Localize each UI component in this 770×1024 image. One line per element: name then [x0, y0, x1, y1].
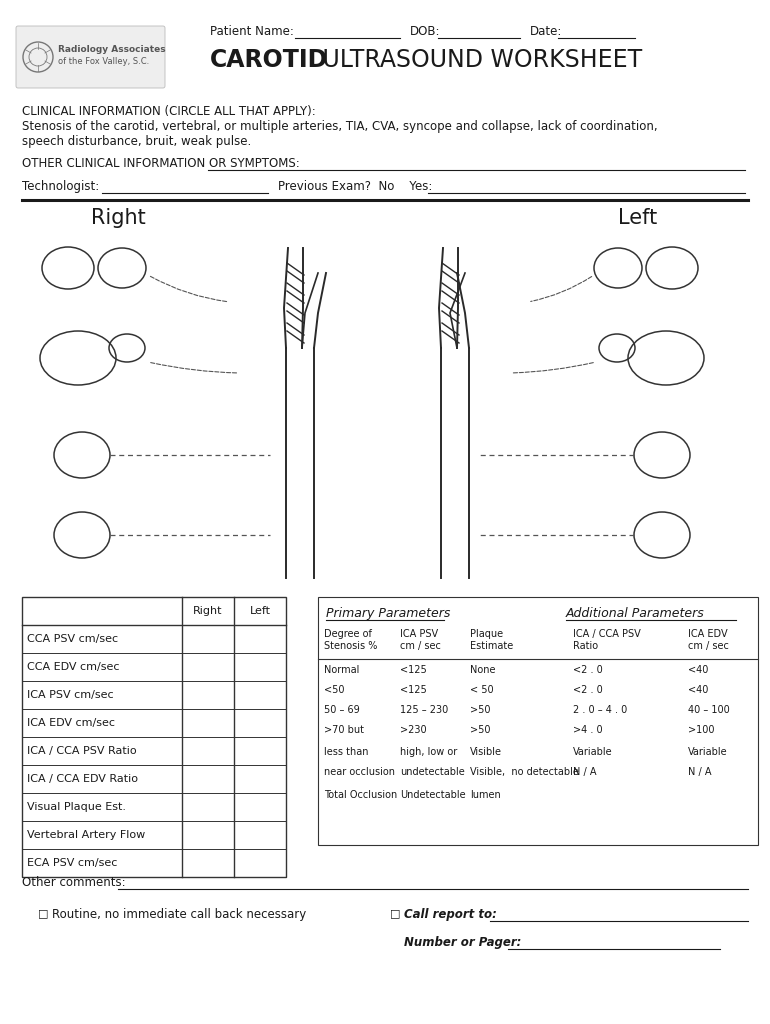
Text: < 50: < 50	[470, 685, 494, 695]
Text: Right: Right	[193, 606, 223, 616]
Text: CCA EDV cm/sec: CCA EDV cm/sec	[27, 662, 119, 672]
Text: OTHER CLINICAL INFORMATION OR SYMPTOMS:: OTHER CLINICAL INFORMATION OR SYMPTOMS:	[22, 157, 300, 170]
Text: Left: Left	[618, 208, 658, 228]
Text: Total Occlusion: Total Occlusion	[324, 790, 397, 800]
Text: 50 – 69: 50 – 69	[324, 705, 360, 715]
Text: Primary Parameters: Primary Parameters	[326, 607, 450, 620]
FancyBboxPatch shape	[16, 26, 165, 88]
Text: <40: <40	[688, 665, 708, 675]
Text: DOB:: DOB:	[410, 25, 440, 38]
Text: Patient Name:: Patient Name:	[210, 25, 294, 38]
Text: Degree of
Stenosis %: Degree of Stenosis %	[324, 629, 377, 650]
Text: Left: Left	[249, 606, 270, 616]
Text: ICA EDV
cm / sec: ICA EDV cm / sec	[688, 629, 729, 650]
Text: Right: Right	[91, 208, 146, 228]
Text: Other comments:: Other comments:	[22, 876, 126, 889]
Text: Date:: Date:	[530, 25, 562, 38]
Text: Radiology Associates: Radiology Associates	[58, 45, 166, 54]
Text: None: None	[470, 665, 496, 675]
Text: 40 – 100: 40 – 100	[688, 705, 730, 715]
Text: 2 . 0 – 4 . 0: 2 . 0 – 4 . 0	[573, 705, 628, 715]
Bar	[318, 597, 758, 845]
Text: less than: less than	[324, 746, 369, 757]
Text: CCA PSV cm/sec: CCA PSV cm/sec	[27, 634, 118, 644]
Text: >4 . 0: >4 . 0	[573, 725, 603, 735]
Text: ICA PSV cm/sec: ICA PSV cm/sec	[27, 690, 114, 700]
Text: Stenosis of the carotid, vertebral, or multiple arteries, TIA, CVA, syncope and : Stenosis of the carotid, vertebral, or m…	[22, 120, 658, 148]
Text: CLINICAL INFORMATION (CIRCLE ALL THAT APPLY):: CLINICAL INFORMATION (CIRCLE ALL THAT AP…	[22, 105, 316, 118]
Text: >50: >50	[470, 705, 490, 715]
Text: ICA EDV cm/sec: ICA EDV cm/sec	[27, 718, 115, 728]
Text: near occlusion: near occlusion	[324, 767, 395, 777]
Text: ULTRASOUND WORKSHEET: ULTRASOUND WORKSHEET	[315, 48, 642, 72]
Text: □: □	[390, 908, 400, 918]
Text: <50: <50	[324, 685, 344, 695]
Text: ICA / CCA PSV
Ratio: ICA / CCA PSV Ratio	[573, 629, 641, 650]
Text: >50: >50	[470, 725, 490, 735]
Text: □: □	[38, 908, 49, 918]
Text: N / A: N / A	[573, 767, 597, 777]
Text: CAROTID: CAROTID	[210, 48, 328, 72]
Text: Undetectable: Undetectable	[400, 790, 466, 800]
Text: Call report to:: Call report to:	[404, 908, 497, 921]
Text: ICA / CCA PSV Ratio: ICA / CCA PSV Ratio	[27, 746, 136, 756]
Text: N / A: N / A	[688, 767, 711, 777]
Text: ICA PSV
cm / sec: ICA PSV cm / sec	[400, 629, 441, 650]
Text: of the Fox Valley, S.C.: of the Fox Valley, S.C.	[58, 57, 149, 67]
Text: Vertebral Artery Flow: Vertebral Artery Flow	[27, 830, 146, 840]
Text: Additional Parameters: Additional Parameters	[566, 607, 705, 620]
Text: Visible,  no detectable: Visible, no detectable	[470, 767, 579, 777]
Text: <125: <125	[400, 685, 427, 695]
Text: <2 . 0: <2 . 0	[573, 685, 603, 695]
Text: Variable: Variable	[573, 746, 613, 757]
Text: >230: >230	[400, 725, 427, 735]
Text: <125: <125	[400, 665, 427, 675]
Text: >100: >100	[688, 725, 715, 735]
Text: lumen: lumen	[470, 790, 500, 800]
Text: Previous Exam?  No    Yes:: Previous Exam? No Yes:	[278, 180, 433, 193]
Text: high, low or: high, low or	[400, 746, 457, 757]
Text: Routine, no immediate call back necessary: Routine, no immediate call back necessar…	[52, 908, 306, 921]
Bar	[22, 597, 286, 877]
Text: Number or Pager:: Number or Pager:	[404, 936, 525, 949]
Text: Plaque
Estimate: Plaque Estimate	[470, 629, 514, 650]
Text: Visual Plaque Est.: Visual Plaque Est.	[27, 802, 126, 812]
Text: >70 but: >70 but	[324, 725, 364, 735]
Text: undetectable: undetectable	[400, 767, 465, 777]
Text: 125 – 230: 125 – 230	[400, 705, 448, 715]
Text: ECA PSV cm/sec: ECA PSV cm/sec	[27, 858, 117, 868]
Text: Normal: Normal	[324, 665, 360, 675]
Text: Technologist:: Technologist:	[22, 180, 99, 193]
Text: ICA / CCA EDV Ratio: ICA / CCA EDV Ratio	[27, 774, 138, 784]
Text: Variable: Variable	[688, 746, 728, 757]
Text: <40: <40	[688, 685, 708, 695]
Text: <2 . 0: <2 . 0	[573, 665, 603, 675]
Text: Visible: Visible	[470, 746, 502, 757]
